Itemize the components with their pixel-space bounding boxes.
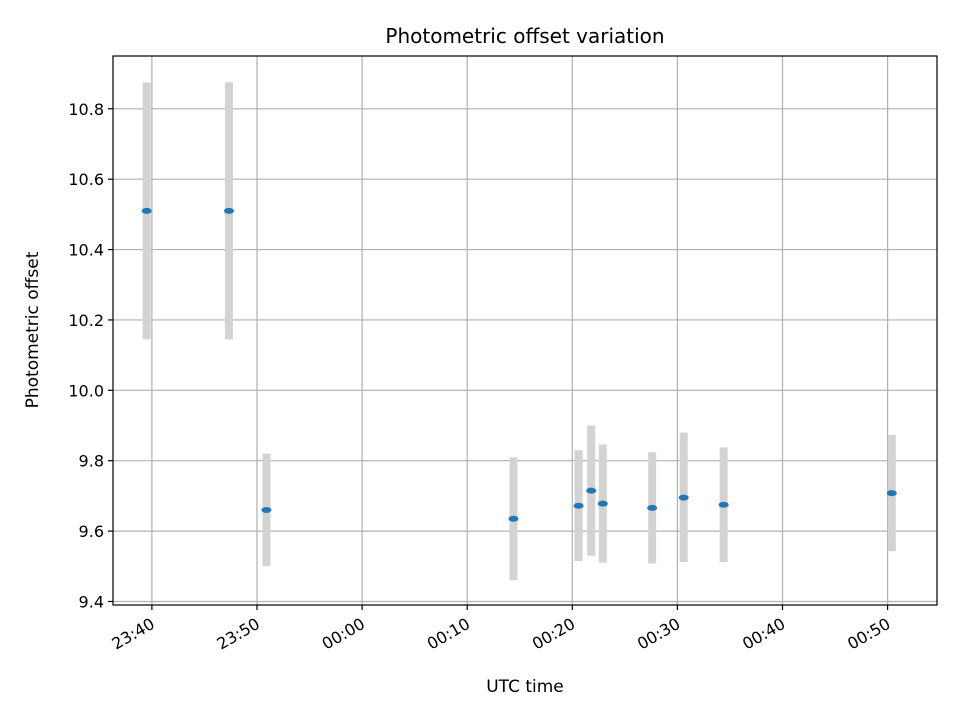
y-tick-label: 9.8 [79,452,104,471]
data-point [597,500,608,507]
data-point [647,504,658,511]
y-tick-label: 10.8 [68,100,104,119]
data-points [141,207,897,522]
data-point [223,207,234,214]
x-axis-label: UTC time [486,677,564,697]
data-point [141,207,152,214]
data-point [573,502,584,509]
y-tick-label: 10.2 [68,311,104,330]
y-tick-label: 9.6 [79,522,104,541]
y-tick-label: 10.6 [68,170,104,189]
chart-title: Photometric offset variation [385,24,664,48]
plot-area-frame [112,55,938,606]
data-point [586,487,597,494]
grid [113,56,937,605]
y-tick-label: 10.0 [68,381,104,400]
data-point [508,515,519,522]
y-axis: 9.4 9.6 9.8 10.0 10.2 10.4 10.6 10.8 [68,100,113,611]
data-point [718,501,729,508]
y-axis-label: Photometric offset [23,251,43,408]
y-tick-label: 10.4 [68,241,104,260]
data-point [886,490,897,497]
y-tick-label: 9.4 [79,592,104,611]
data-point [678,494,689,501]
data-point [261,506,272,513]
